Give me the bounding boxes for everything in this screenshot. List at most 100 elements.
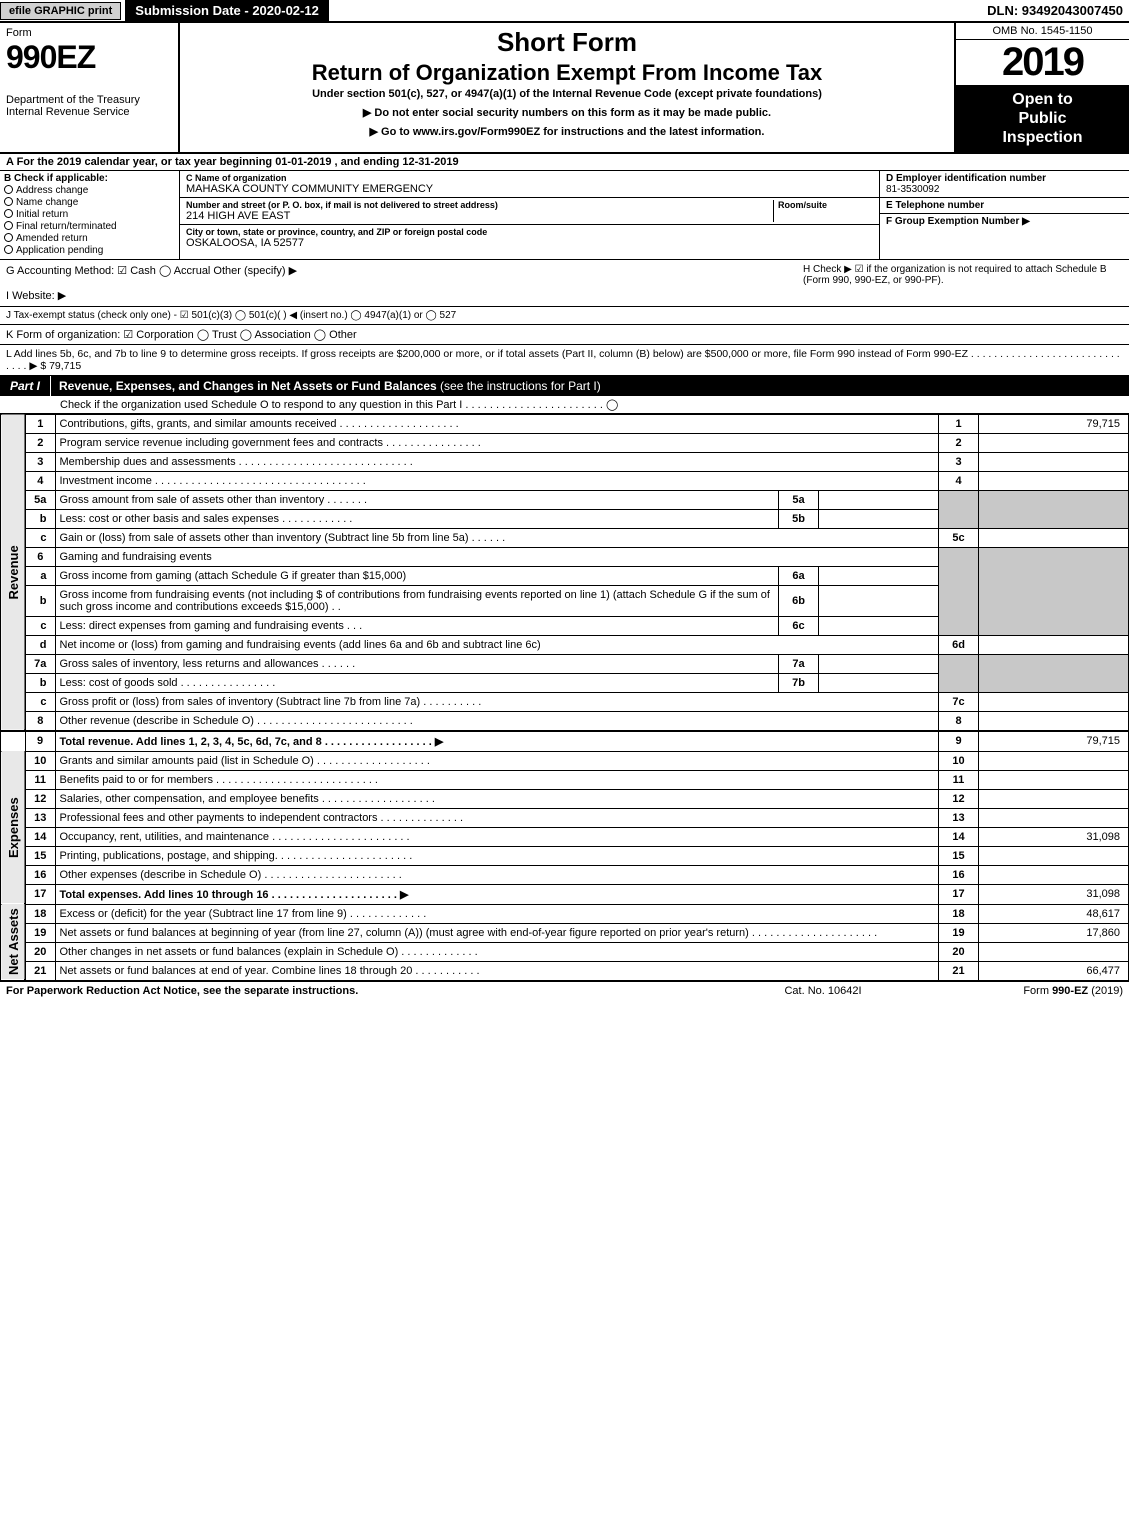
footer: For Paperwork Reduction Act Notice, see … xyxy=(0,981,1129,1000)
line-desc: Excess or (deficit) for the year (Subtra… xyxy=(55,904,939,923)
line-desc: Total expenses. Add lines 10 through 16 … xyxy=(55,884,939,904)
line-desc: Gross income from fundraising events (no… xyxy=(55,585,779,616)
check-initial-return[interactable]: Initial return xyxy=(4,209,175,220)
line-num: 6 xyxy=(25,547,55,566)
table-row: 12Salaries, other compensation, and empl… xyxy=(1,789,1129,808)
tel-label: E Telephone number xyxy=(886,200,1123,211)
table-row: 14Occupancy, rent, utilities, and mainte… xyxy=(1,827,1129,846)
check-label: Amended return xyxy=(16,233,88,244)
pra-notice: For Paperwork Reduction Act Notice, see … xyxy=(6,985,723,997)
table-row: 13Professional fees and other payments t… xyxy=(1,808,1129,827)
line-box: 14 xyxy=(939,827,979,846)
part-1-title-text: Revenue, Expenses, and Changes in Net As… xyxy=(59,379,437,393)
line-num: 11 xyxy=(25,770,55,789)
line-box: 9 xyxy=(939,731,979,752)
ein-value: 81-3530092 xyxy=(886,184,1123,195)
line-num: b xyxy=(25,509,55,528)
inner-val xyxy=(819,673,939,692)
tax-year: 2019 xyxy=(956,40,1129,86)
line-desc: Gaming and fundraising events xyxy=(55,547,939,566)
line-desc: Net assets or fund balances at end of ye… xyxy=(55,961,939,980)
part-1-title: Revenue, Expenses, and Changes in Net As… xyxy=(51,376,1129,396)
table-row: 2Program service revenue including gover… xyxy=(1,433,1129,452)
inner-val xyxy=(819,616,939,635)
open-line-1: Open to xyxy=(958,90,1127,109)
line-k: K Form of organization: ☑ Corporation ◯ … xyxy=(0,325,1129,345)
inner-box: 5a xyxy=(779,490,819,509)
line-box: 10 xyxy=(939,751,979,770)
tel-block: E Telephone number xyxy=(880,198,1129,214)
grey-val xyxy=(979,654,1129,692)
check-address-change[interactable]: Address change xyxy=(4,185,175,196)
line-val xyxy=(979,770,1129,789)
efile-print-button[interactable]: efile GRAPHIC print xyxy=(0,2,121,20)
col-b: B Check if applicable: Address change Na… xyxy=(0,171,180,259)
line-num: 10 xyxy=(25,751,55,770)
irs-label: Internal Revenue Service xyxy=(6,106,172,118)
expenses-side-label: Expenses xyxy=(1,751,26,904)
check-final-return[interactable]: Final return/terminated xyxy=(4,221,175,232)
line-desc: Other expenses (describe in Schedule O) … xyxy=(55,865,939,884)
line-num: 7a xyxy=(25,654,55,673)
entity-block: B Check if applicable: Address change Na… xyxy=(0,171,1129,260)
table-row: 16Other expenses (describe in Schedule O… xyxy=(1,865,1129,884)
under-section: Under section 501(c), 527, or 4947(a)(1)… xyxy=(188,88,946,100)
top-bar: efile GRAPHIC print Submission Date - 20… xyxy=(0,0,1129,23)
cat-number: Cat. No. 10642I xyxy=(723,985,923,997)
inner-val xyxy=(819,490,939,509)
table-row: 20Other changes in net assets or fund ba… xyxy=(1,942,1129,961)
table-row: 5aGross amount from sale of assets other… xyxy=(1,490,1129,509)
line-val xyxy=(979,942,1129,961)
inner-val xyxy=(819,585,939,616)
header-center: Short Form Return of Organization Exempt… xyxy=(180,23,954,152)
check-application-pending[interactable]: Application pending xyxy=(4,245,175,256)
line-desc: Less: cost of goods sold . . . . . . . .… xyxy=(55,673,779,692)
line-g: G Accounting Method: ☑ Cash ◯ Accrual Ot… xyxy=(6,264,803,277)
table-row: Net Assets 18Excess or (deficit) for the… xyxy=(1,904,1129,923)
line-box: 5c xyxy=(939,528,979,547)
check-amended-return[interactable]: Amended return xyxy=(4,233,175,244)
line-desc: Net assets or fund balances at beginning… xyxy=(55,923,939,942)
dln-label: DLN: 93492043007450 xyxy=(987,3,1129,18)
line-box: 2 xyxy=(939,433,979,452)
check-label: Final return/terminated xyxy=(16,221,117,232)
schedule-o-check-line: Check if the organization used Schedule … xyxy=(0,396,1129,414)
goto-line[interactable]: ▶ Go to www.irs.gov/Form990EZ for instru… xyxy=(188,125,946,138)
inner-box: 6a xyxy=(779,566,819,585)
col-d: D Employer identification number 81-3530… xyxy=(879,171,1129,259)
line-num: 12 xyxy=(25,789,55,808)
line-desc: Benefits paid to or for members . . . . … xyxy=(55,770,939,789)
table-row: 4Investment income . . . . . . . . . . .… xyxy=(1,471,1129,490)
line-val: 31,098 xyxy=(979,827,1129,846)
line-desc: Gross income from gaming (attach Schedul… xyxy=(55,566,779,585)
line-num: 3 xyxy=(25,452,55,471)
table-row: 21Net assets or fund balances at end of … xyxy=(1,961,1129,980)
line-desc: Professional fees and other payments to … xyxy=(55,808,939,827)
col-c: C Name of organization MAHASKA COUNTY CO… xyxy=(180,171,879,259)
table-row: Revenue 1Contributions, gifts, grants, a… xyxy=(1,414,1129,433)
line-num: 13 xyxy=(25,808,55,827)
line-val: 17,860 xyxy=(979,923,1129,942)
open-line-3: Inspection xyxy=(958,128,1127,147)
grey-box xyxy=(939,547,979,635)
table-row: 19Net assets or fund balances at beginni… xyxy=(1,923,1129,942)
open-line-2: Public xyxy=(958,109,1127,128)
inner-box: 7a xyxy=(779,654,819,673)
line-num: 21 xyxy=(25,961,55,980)
line-val xyxy=(979,865,1129,884)
form-footer: Form 990-EZ (2019) xyxy=(923,985,1123,997)
part-1-header: Part I Revenue, Expenses, and Changes in… xyxy=(0,376,1129,396)
net-assets-side-label: Net Assets xyxy=(1,904,26,980)
line-num: 8 xyxy=(25,711,55,731)
inner-val xyxy=(819,654,939,673)
line-num: b xyxy=(25,585,55,616)
check-label: Address change xyxy=(16,185,88,196)
check-name-change[interactable]: Name change xyxy=(4,197,175,208)
col-b-title: B Check if applicable: xyxy=(4,173,175,184)
inner-val xyxy=(819,509,939,528)
header-left: Form 990EZ Department of the Treasury In… xyxy=(0,23,180,152)
table-row: cGain or (loss) from sale of assets othe… xyxy=(1,528,1129,547)
table-row: 7aGross sales of inventory, less returns… xyxy=(1,654,1129,673)
city-label: City or town, state or province, country… xyxy=(186,227,873,237)
line-box: 7c xyxy=(939,692,979,711)
